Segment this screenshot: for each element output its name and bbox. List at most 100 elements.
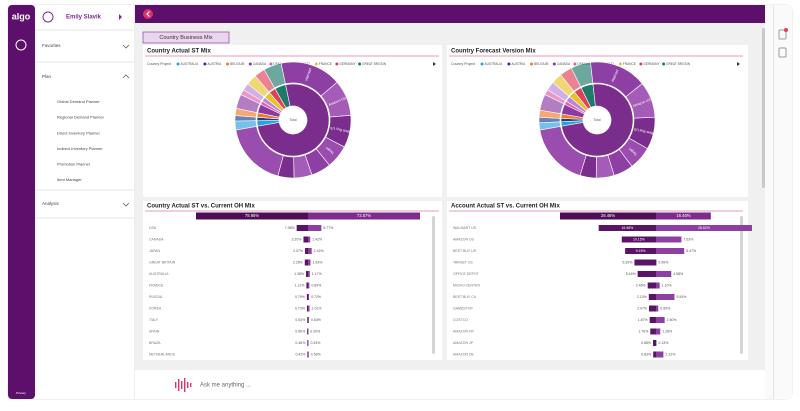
menu-item[interactable]: Plan: [42, 74, 52, 79]
panel-title: Country Actual ST Mix: [147, 49, 211, 55]
back-button[interactable]: [143, 9, 153, 19]
legend-swatch: [552, 62, 556, 66]
bar: [306, 282, 308, 289]
bar: [304, 259, 308, 266]
value-label: 2.13%: [637, 295, 647, 299]
legend-swatch: [662, 62, 666, 66]
bar: [656, 236, 682, 243]
tab[interactable]: [142, 31, 230, 44]
bar: [308, 294, 310, 300]
bar: [656, 259, 657, 266]
value-label: 1.87%: [638, 318, 648, 322]
legend-swatch: [248, 62, 252, 66]
row-label: AMAZON FR: [453, 329, 474, 333]
value-label: 5.54%: [676, 295, 686, 299]
bar: [656, 305, 659, 312]
menu-chevron[interactable]: [122, 44, 130, 49]
value-label: 9.15%: [636, 249, 646, 253]
row-label: CANADA: [149, 237, 164, 241]
user-avatar[interactable]: [42, 11, 54, 23]
submenu-item[interactable]: Item Manager: [57, 177, 82, 182]
value-label: 2.42%: [314, 249, 324, 253]
notes-icon[interactable]: [778, 29, 787, 40]
bar: [296, 225, 308, 231]
row-label: AUSTRALIA: [149, 272, 169, 276]
row-label: ITALY: [149, 318, 159, 322]
value-label: 0.72%: [311, 295, 321, 299]
bar: [308, 305, 310, 312]
value-label: 0.53%: [311, 352, 321, 356]
bar: [656, 351, 664, 358]
user-chevron[interactable]: [119, 14, 122, 20]
value-label: 0.08%: [658, 260, 668, 264]
value-label: 7.63%: [683, 237, 693, 241]
bar: [560, 212, 656, 220]
legend-swatch: [530, 62, 534, 66]
bar: [196, 212, 308, 220]
bar: [656, 294, 675, 300]
submenu-item[interactable]: Promotion Planner: [57, 161, 91, 166]
value-label: 2.07%: [637, 306, 647, 310]
segment-label: Walmart: [304, 68, 312, 82]
value-label: 5.44%: [626, 272, 636, 276]
value-label: 0.79%: [295, 295, 305, 299]
bar: [307, 351, 308, 358]
value-label: 1.01%: [312, 306, 322, 310]
panel-title: Account Actual ST vs. Current OH Mix: [451, 204, 560, 210]
row-label: KOREA: [149, 306, 162, 310]
segment-label: Amazon US: [632, 97, 651, 108]
panel-title: Country Actual ST vs. Current OH Mix: [147, 204, 255, 210]
legend-label: CANADA: [557, 62, 571, 66]
row-label: FRANCE: [149, 283, 164, 287]
row-label: MICRO CENTER: [453, 283, 481, 287]
sunburst-hole: [583, 106, 611, 134]
submenu-item[interactable]: Direct Inventory Planner: [57, 130, 101, 135]
bar: [308, 340, 309, 346]
bar: [308, 271, 310, 277]
menu-item[interactable]: Favorites: [42, 43, 61, 48]
panel-title: Country Forecast Version Mix: [451, 49, 536, 55]
document-icon[interactable]: [778, 47, 787, 58]
legend-next[interactable]: [737, 62, 740, 66]
value-label: 2.22%: [665, 352, 675, 356]
legend-swatch: [269, 62, 273, 66]
value-label: 0.20%: [310, 329, 320, 333]
voice-icon[interactable]: [175, 378, 192, 392]
segment-label: Best Buy US: [329, 126, 350, 134]
value-label: 0.46%: [295, 341, 305, 345]
bar: [308, 259, 311, 266]
legend-swatch: [618, 62, 622, 66]
legend-swatch: [176, 62, 180, 66]
bar: [621, 236, 656, 243]
value-label: 0.53%: [295, 318, 305, 322]
user-name: Emily Slavik: [66, 15, 102, 21]
value-label: 0.69%: [660, 306, 670, 310]
menu-item[interactable]: Analysis: [42, 201, 60, 206]
inner-segment: [257, 83, 330, 157]
assistant-prompt[interactable]: Ask me anything ...: [200, 383, 251, 389]
legend-label: AUSTRALIA: [181, 62, 200, 66]
value-label: 16.98%: [621, 226, 633, 230]
bar: [650, 328, 656, 335]
bar: [656, 225, 752, 231]
legend-swatch: [203, 62, 207, 66]
submenu-item[interactable]: Regional Demand Planner: [57, 115, 105, 120]
legend-next[interactable]: [433, 62, 436, 66]
row-label: AMAZON US: [453, 237, 474, 241]
submenu-item[interactable]: Indirect Inventory Planner: [57, 146, 103, 151]
bar: [649, 305, 656, 312]
legend-swatch: [480, 62, 484, 66]
bar: [637, 271, 656, 277]
bar: [308, 282, 310, 289]
row-label: NETHERLANDS: [149, 352, 176, 356]
nav-icon[interactable]: [15, 39, 27, 51]
value-label: 1.12%: [294, 283, 304, 287]
back-icon: [146, 11, 150, 17]
menu-chevron[interactable]: [122, 202, 130, 207]
bar: [308, 328, 309, 335]
bar: [649, 317, 656, 323]
submenu-item[interactable]: Global Demand Planner: [57, 99, 100, 104]
row-label: GAMESTOP: [453, 306, 473, 310]
menu-chevron[interactable]: [122, 74, 130, 79]
value-label: 2.46%: [636, 283, 646, 287]
